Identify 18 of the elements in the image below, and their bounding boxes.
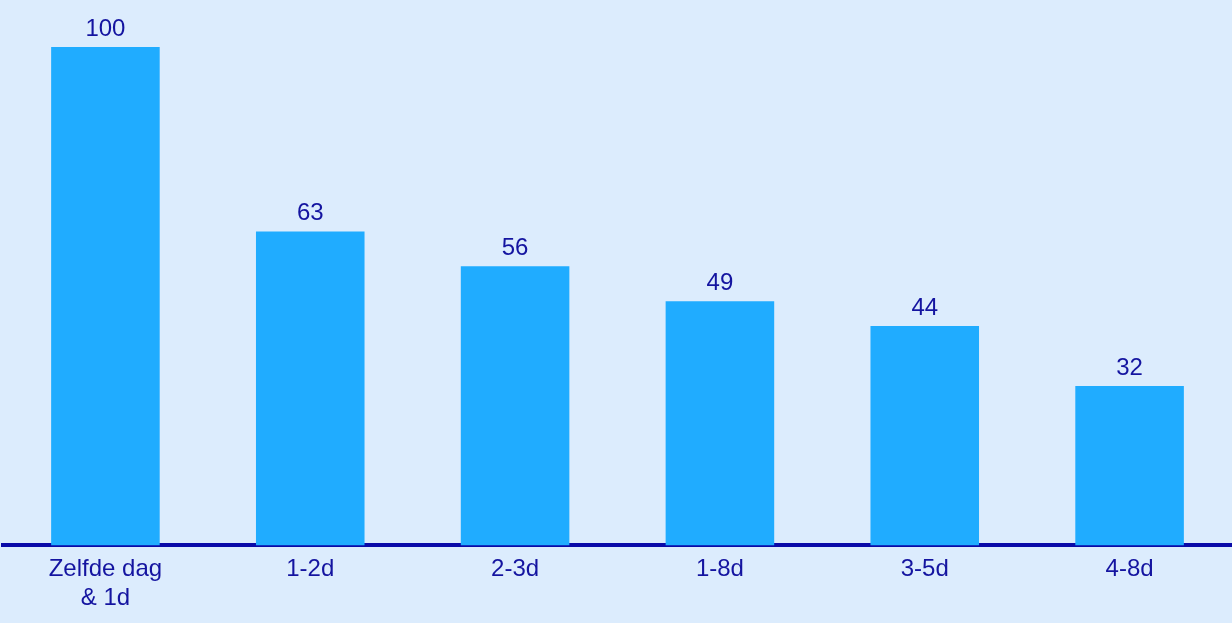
- bar: [1075, 385, 1184, 546]
- x-tick-label: 3-5d: [900, 554, 949, 582]
- data-label: 49: [706, 267, 734, 295]
- data-label: 44: [911, 292, 939, 320]
- data-label: 56: [501, 232, 529, 260]
- bar: [460, 266, 570, 546]
- x-tick-label: 1-2d: [286, 554, 335, 582]
- bar: [870, 326, 980, 546]
- bar: [665, 301, 775, 546]
- bar: [51, 47, 160, 546]
- x-tick-label: 4-8d: [1105, 554, 1154, 582]
- bar: [255, 231, 365, 546]
- data-label: 63: [296, 198, 324, 226]
- data-label: 100: [85, 13, 126, 41]
- x-tick-label: 2-3d: [491, 554, 540, 582]
- x-tick-label: 1-8d: [695, 554, 744, 582]
- x-tick-label: Zelfde dag & 1d: [48, 554, 163, 611]
- data-label: 32: [1116, 352, 1143, 380]
